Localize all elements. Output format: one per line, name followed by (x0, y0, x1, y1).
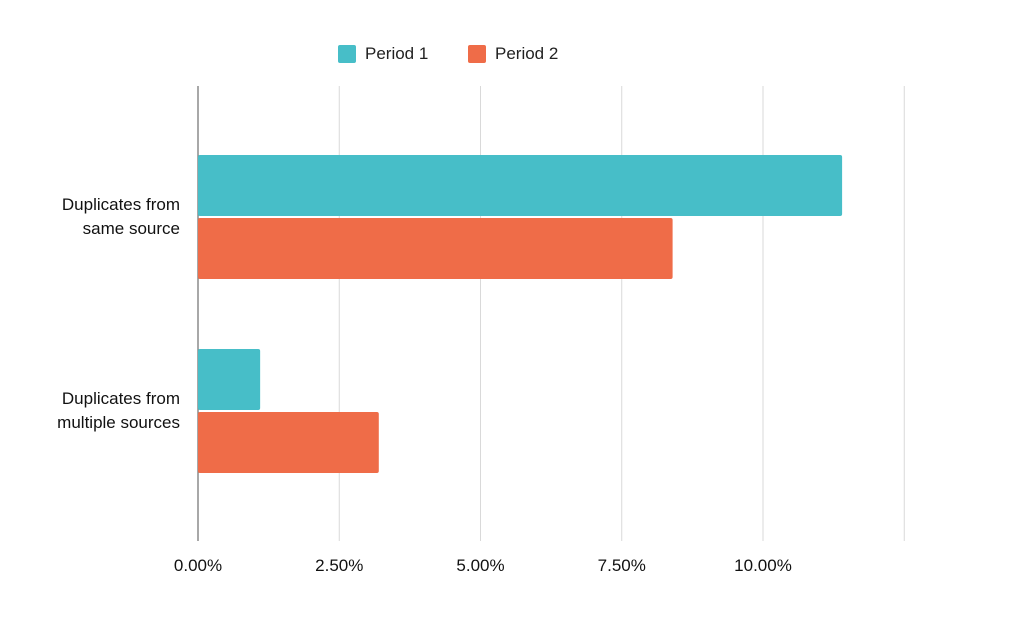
x-tick-label: 7.50% (598, 556, 646, 575)
legend: Period 1 Period 2 (0, 44, 1024, 70)
legend-item-period-2: Period 2 (468, 44, 558, 64)
x-tick-label: 0.00% (174, 556, 222, 575)
bar-period-1-cat-0 (198, 155, 843, 216)
category-label-line: multiple sources (57, 413, 180, 432)
legend-label-period-1: Period 1 (365, 44, 429, 63)
category-label-multiple-sources: Duplicates from multiple sources (57, 387, 180, 435)
category-label-line: same source (82, 219, 180, 238)
category-label-line: Duplicates from (61, 195, 180, 214)
x-tick-label: 2.50% (315, 556, 363, 575)
x-tick-label: 5.00% (456, 556, 504, 575)
bar-period-2-cat-0 (198, 218, 673, 279)
bar-period-1-cat-1 (198, 349, 261, 410)
category-label-line: Duplicates from (61, 389, 180, 408)
bar-period-2-cat-1 (198, 412, 379, 473)
legend-swatch-period-2 (468, 45, 486, 63)
legend-label-period-2: Period 2 (495, 44, 559, 63)
legend-item-period-1: Period 1 (338, 44, 428, 64)
category-label-same-source: Duplicates from same source (62, 193, 180, 241)
legend-swatch-period-1 (338, 45, 356, 63)
x-tick-label: 10.00% (734, 556, 792, 575)
